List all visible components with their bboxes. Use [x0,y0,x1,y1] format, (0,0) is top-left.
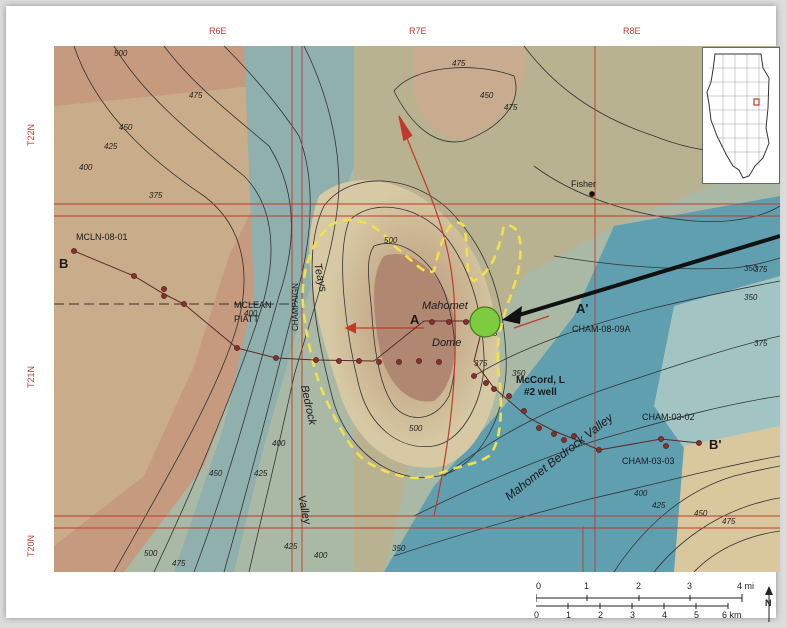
contour-label: 475 [189,91,203,100]
scale-km-5: 5 [694,610,700,620]
county-label-piatt: PIATT [234,314,259,324]
section-labels: B A A' B' [59,256,721,452]
contour-label: 450 [694,509,708,518]
scale-km-1: 1 [566,610,572,620]
contour-label: 500 [384,236,398,245]
contour-label: 425 [254,469,268,478]
contour-label: 375 [149,191,163,200]
range-label-r7e: R7E [409,26,427,36]
county-label-mclean: MCLEAN [234,300,272,310]
contour-label: 375 [754,265,768,274]
contour-label: 350 [512,369,526,378]
pointer-arrowhead [502,306,522,324]
contour-label: 350 [744,264,758,273]
section-label-b-prime: B' [709,437,721,452]
contour-label: 450 [209,469,223,478]
contour-label: 375 [474,359,488,368]
scale-km-3: 3 [630,610,636,620]
contour-label: 450 [119,123,133,132]
township-label-t20n: T20N [26,534,37,558]
section-label-a-prime: A' [576,301,588,316]
county-label-champaign: CHAMPAIGN [291,283,300,331]
west-mid-band [54,86,274,546]
contour-label: 350 [744,293,758,302]
township-label-t22n: T22N [26,123,37,147]
mccord-well-marker [469,306,501,338]
scale-bar-graphic [535,586,773,622]
contour-label: 450 [480,91,494,100]
contour-label: 475 [722,517,736,526]
scale-mi-0: 0 [536,581,542,591]
contour-label: 500 [144,549,158,558]
contour-label: 350 [392,544,406,553]
contour-lines [73,46,780,572]
scale-km-2: 2 [598,610,604,620]
label-mahomet: Mahomet [422,300,469,312]
section-label-b: B [59,256,68,271]
mahomet-valley-band [384,196,780,572]
label-teays: Teays [311,262,329,293]
figure-frame: R6E R7E R8E T22N T21N T20N [6,6,780,622]
contour-label: 400 [244,309,258,318]
well-label-mcln-08-01: MCLN-08-01 [76,232,128,242]
range-label-r8e: R8E [623,26,641,36]
borehole-points [71,191,702,453]
well-label-cham-03-03: CHAM-03-03 [622,456,675,466]
well-label-cham-08-09a: CHAM-08-09A [572,324,631,334]
contour-label: 475 [172,559,186,568]
illinois-outline-map [706,53,770,179]
well-labels: MCLN-08-01 CHAM-08-09A CHAM-03-02 CHAM-0… [76,232,695,466]
contour-label: 500 [409,424,423,433]
contour-label: 425 [104,142,118,151]
well-label-mccord-2: #2 well [524,387,557,398]
contour-label: 375 [754,339,768,348]
bedrock-surface-map: 500 475 450 425 400 375 350 475 450 500 … [54,46,780,572]
contour-label: 400 [272,439,286,448]
pointer-arrow-line [508,234,780,320]
illinois-locator-inset [702,47,780,184]
scale-mi-1: 1 [584,581,590,591]
contour-label: 425 [652,501,666,510]
well-label-mccord-1: McCord, L [516,375,565,386]
cross-section-line [73,250,700,451]
contour-label: 475 [452,59,466,68]
contour-label: 400 [79,163,93,172]
locator-box [753,98,760,106]
study-area-outline [301,218,522,480]
range-label-r6e: R6E [209,26,227,36]
scale-bar: 0 1 2 3 4 mi 0 1 2 3 4 5 6 km N [534,581,786,626]
scale-km-4: 4 [662,610,668,620]
township-grid [54,46,780,572]
southeast-upland [674,426,780,572]
scale-mi-2: 2 [636,581,642,591]
township-label-t21n: T21N [26,365,37,389]
contour-label: 400 [634,489,648,498]
label-dome: Dome [432,337,461,349]
contour-label: 500 [114,49,128,58]
scale-km-0: 0 [534,610,540,620]
scale-mi-4: 4 mi [737,581,755,591]
contour-label: 425 [284,542,298,551]
central-upland [354,46,780,572]
contour-label: 475 [504,103,518,112]
scale-mi-3: 3 [687,581,693,591]
scale-km-6: 6 km [722,610,742,620]
well-label-cham-03-02: CHAM-03-02 [642,412,695,422]
contour-label: 400 [314,551,328,560]
place-labels: Fisher MCLEAN PIATT CHAMPAIGN Mahomet Do… [234,179,596,349]
section-label-a: A [410,312,420,327]
north-arrow-label: N [765,598,772,608]
dome-axis [344,115,550,517]
town-label-fisher: Fisher [571,179,596,189]
